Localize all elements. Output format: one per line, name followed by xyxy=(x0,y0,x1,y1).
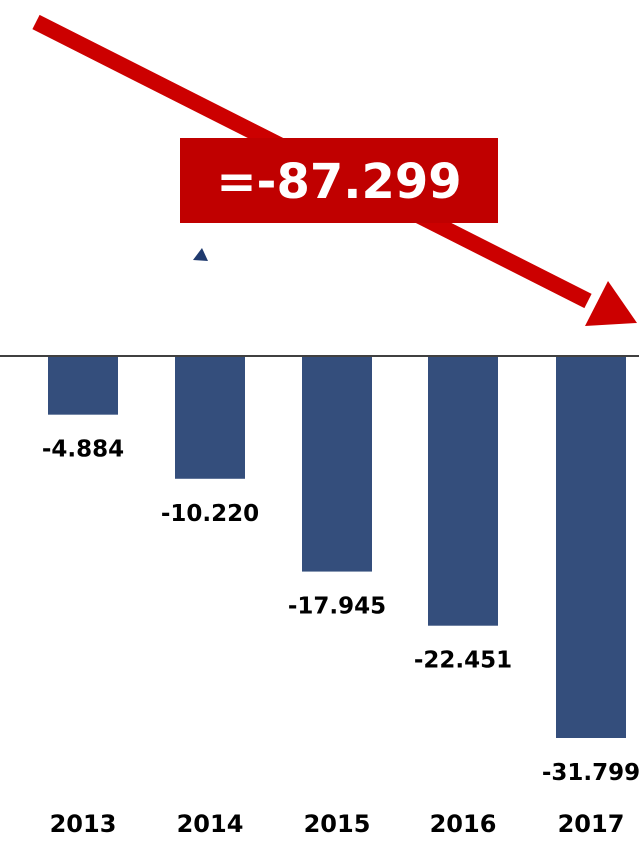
total-callout-layer: =-87.299 xyxy=(180,138,498,223)
x-tick-label-2015: 2015 xyxy=(304,810,371,837)
value-label-2013: -4.884 xyxy=(42,437,124,463)
bar-2016 xyxy=(428,357,498,626)
x-tick-labels-layer: 2013 2014 2015 2016 2017 xyxy=(50,810,625,838)
small-triangle-marker xyxy=(193,248,208,261)
value-label-2016: -22.451 xyxy=(414,648,512,674)
value-label-2014: -10.220 xyxy=(161,501,259,527)
total-callout-text: =-87.299 xyxy=(216,154,461,210)
value-label-2017: -31.799 xyxy=(542,760,639,786)
bar-2015 xyxy=(302,357,372,572)
x-tick-label-2014: 2014 xyxy=(177,810,244,837)
x-tick-label-2016: 2016 xyxy=(430,810,497,837)
bar-2017 xyxy=(556,357,626,738)
bar-2013 xyxy=(48,357,118,415)
x-tick-label-2017: 2017 xyxy=(558,810,625,837)
x-tick-label-2013: 2013 xyxy=(50,810,117,837)
value-label-2015: -17.945 xyxy=(288,594,386,620)
bar-2014 xyxy=(175,357,245,479)
value-labels-layer: -4.884 -10.220 -17.945 -22.451 -31.799 xyxy=(42,437,639,786)
bars-layer xyxy=(0,355,639,738)
total-callout-box xyxy=(180,138,498,223)
trend-arrow-head xyxy=(585,281,637,326)
